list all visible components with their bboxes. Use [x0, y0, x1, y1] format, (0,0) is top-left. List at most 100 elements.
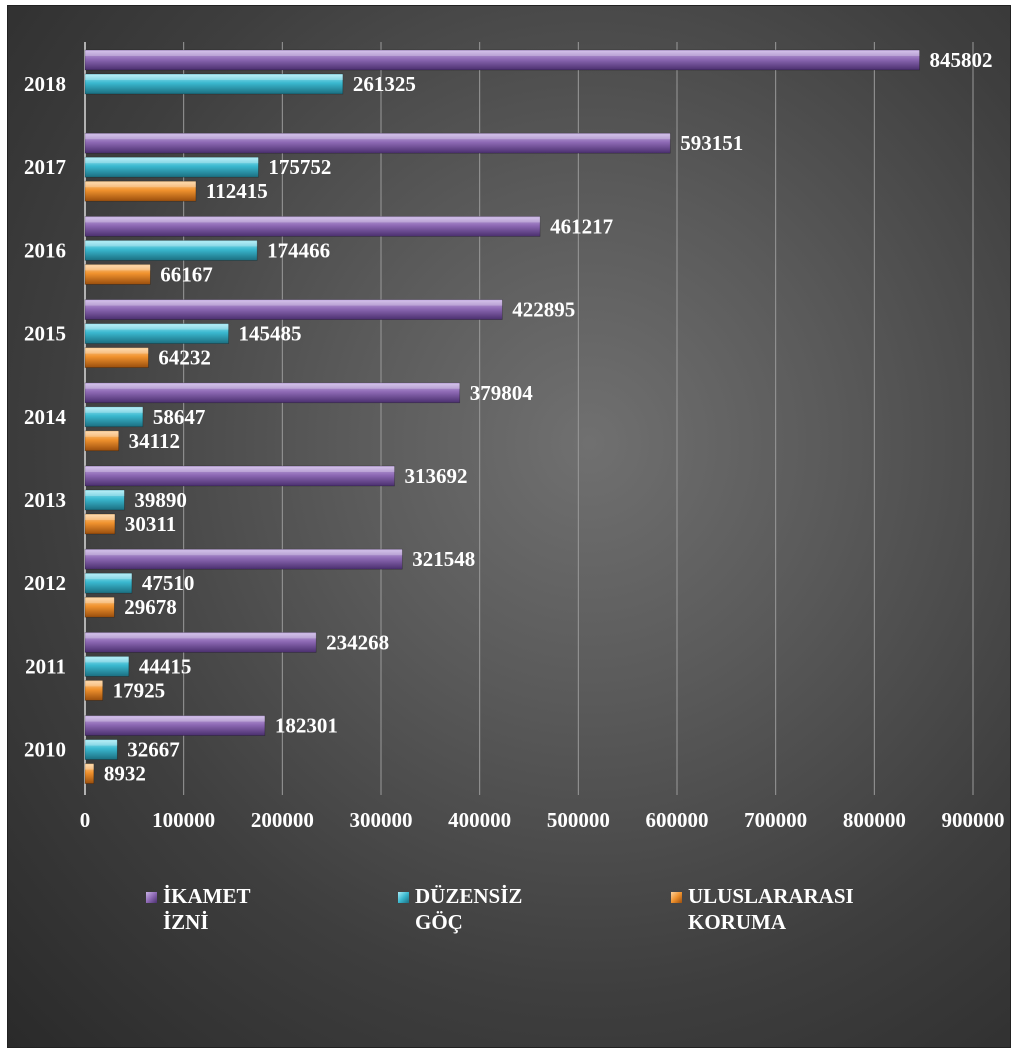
data-label: 66167 — [160, 262, 213, 286]
bar-highlight — [85, 407, 143, 413]
bar-highlight — [85, 740, 118, 746]
category-label: 2015 — [24, 322, 66, 346]
bar-highlight — [85, 134, 671, 140]
bar-highlight — [85, 431, 119, 437]
bar — [84, 513, 116, 535]
data-label: 34112 — [129, 429, 180, 453]
x-tick-label: 0 — [80, 808, 91, 832]
bar-highlight — [85, 467, 395, 472]
bar-highlight — [85, 716, 265, 722]
bar-highlight — [85, 182, 196, 188]
bar — [84, 347, 149, 368]
bar — [84, 73, 344, 95]
bar — [84, 264, 151, 285]
category-label: 2018 — [24, 72, 66, 96]
bar-highlight — [85, 75, 343, 80]
bar-highlight — [85, 764, 94, 770]
category-label: 2010 — [24, 738, 66, 762]
bar-highlight — [85, 681, 103, 687]
bar-highlight — [85, 383, 460, 389]
data-label: 422895 — [512, 298, 575, 322]
chart-background — [7, 5, 1011, 1048]
x-tick-label: 500000 — [547, 808, 610, 832]
legend-swatch — [398, 892, 409, 903]
bar — [84, 715, 266, 736]
x-tick-label: 600000 — [646, 808, 709, 832]
data-label: 47510 — [142, 571, 195, 595]
x-tick-label: 900000 — [942, 808, 1005, 832]
bar-highlight — [85, 265, 151, 271]
data-label: 234268 — [326, 630, 389, 654]
data-label: 261325 — [353, 72, 416, 96]
bar — [84, 430, 119, 452]
x-axis-ticks: 0 100000 200000 300000 400000 500000 600000 700… — [80, 808, 1005, 832]
bar-highlight — [85, 598, 115, 604]
bar — [84, 382, 461, 404]
legend-label: İKAMET İZNİ — [163, 884, 251, 934]
x-tick-label: 800000 — [843, 808, 906, 832]
data-label: 17925 — [113, 678, 166, 702]
bar — [84, 572, 133, 594]
bar — [84, 240, 258, 261]
data-label: 29678 — [124, 595, 176, 619]
bar-highlight — [85, 574, 132, 580]
legend: İKAMET İZNİ DÜZENSİZ GÖÇ ULUSLARARASI KO… — [0, 883, 1017, 943]
data-label: 39890 — [134, 488, 187, 512]
data-label: 174466 — [267, 238, 330, 262]
bar-highlight — [85, 633, 317, 639]
bar — [84, 596, 115, 618]
category-label: 2013 — [24, 488, 66, 512]
category-label: 2012 — [24, 571, 66, 595]
data-label: 32667 — [127, 738, 180, 762]
legend-item-uluslararasi: ULUSLARARASI KORUMA — [671, 883, 854, 935]
data-label: 379804 — [470, 381, 534, 405]
bar-highlight — [85, 217, 541, 223]
data-label: 8932 — [104, 762, 146, 786]
bar-highlight — [85, 550, 403, 556]
bar — [84, 323, 229, 344]
bar-highlight — [85, 300, 503, 306]
bar — [84, 656, 130, 677]
bar-highlight — [85, 657, 129, 663]
bar — [84, 299, 503, 320]
bar — [84, 180, 197, 202]
data-label: 175752 — [268, 155, 331, 179]
bar — [84, 216, 541, 237]
bar-highlight — [85, 491, 125, 496]
bar — [84, 465, 395, 487]
legend-item-ikamet: İKAMET İZNİ — [146, 883, 313, 935]
x-tick-label: 200000 — [251, 808, 314, 832]
x-tick-label: 100000 — [152, 808, 215, 832]
legend-swatch — [671, 892, 682, 903]
data-label: 64232 — [158, 346, 211, 370]
legend-label: DÜZENSİZ GÖÇ — [415, 884, 523, 934]
legend-item-duzensiz: DÜZENSİZ GÖÇ — [398, 883, 565, 935]
x-tick-label: 300000 — [350, 808, 413, 832]
gridlines — [84, 42, 974, 795]
bar — [84, 763, 95, 784]
data-label: 182301 — [275, 714, 338, 738]
bar — [84, 548, 403, 570]
bar — [84, 132, 671, 154]
category-label: 2016 — [24, 238, 66, 262]
legend-label: ULUSLARARASI KORUMA — [688, 884, 854, 934]
category-label: 2011 — [25, 654, 66, 678]
bar-highlight — [85, 324, 229, 330]
bar — [84, 49, 920, 71]
data-label: 845802 — [930, 48, 993, 72]
legend-swatch — [146, 892, 157, 903]
bars — [84, 49, 920, 784]
data-label: 145485 — [239, 322, 302, 346]
data-label: 112415 — [206, 179, 268, 203]
data-label: 313692 — [405, 464, 468, 488]
x-tick-label: 400000 — [448, 808, 511, 832]
bar — [84, 406, 144, 428]
data-label: 321548 — [412, 547, 475, 571]
bar-highlight — [85, 241, 258, 247]
data-label: 30311 — [125, 512, 176, 536]
data-label: 44415 — [139, 654, 192, 678]
category-label: 2017 — [24, 155, 66, 179]
bar-highlight — [85, 51, 920, 56]
